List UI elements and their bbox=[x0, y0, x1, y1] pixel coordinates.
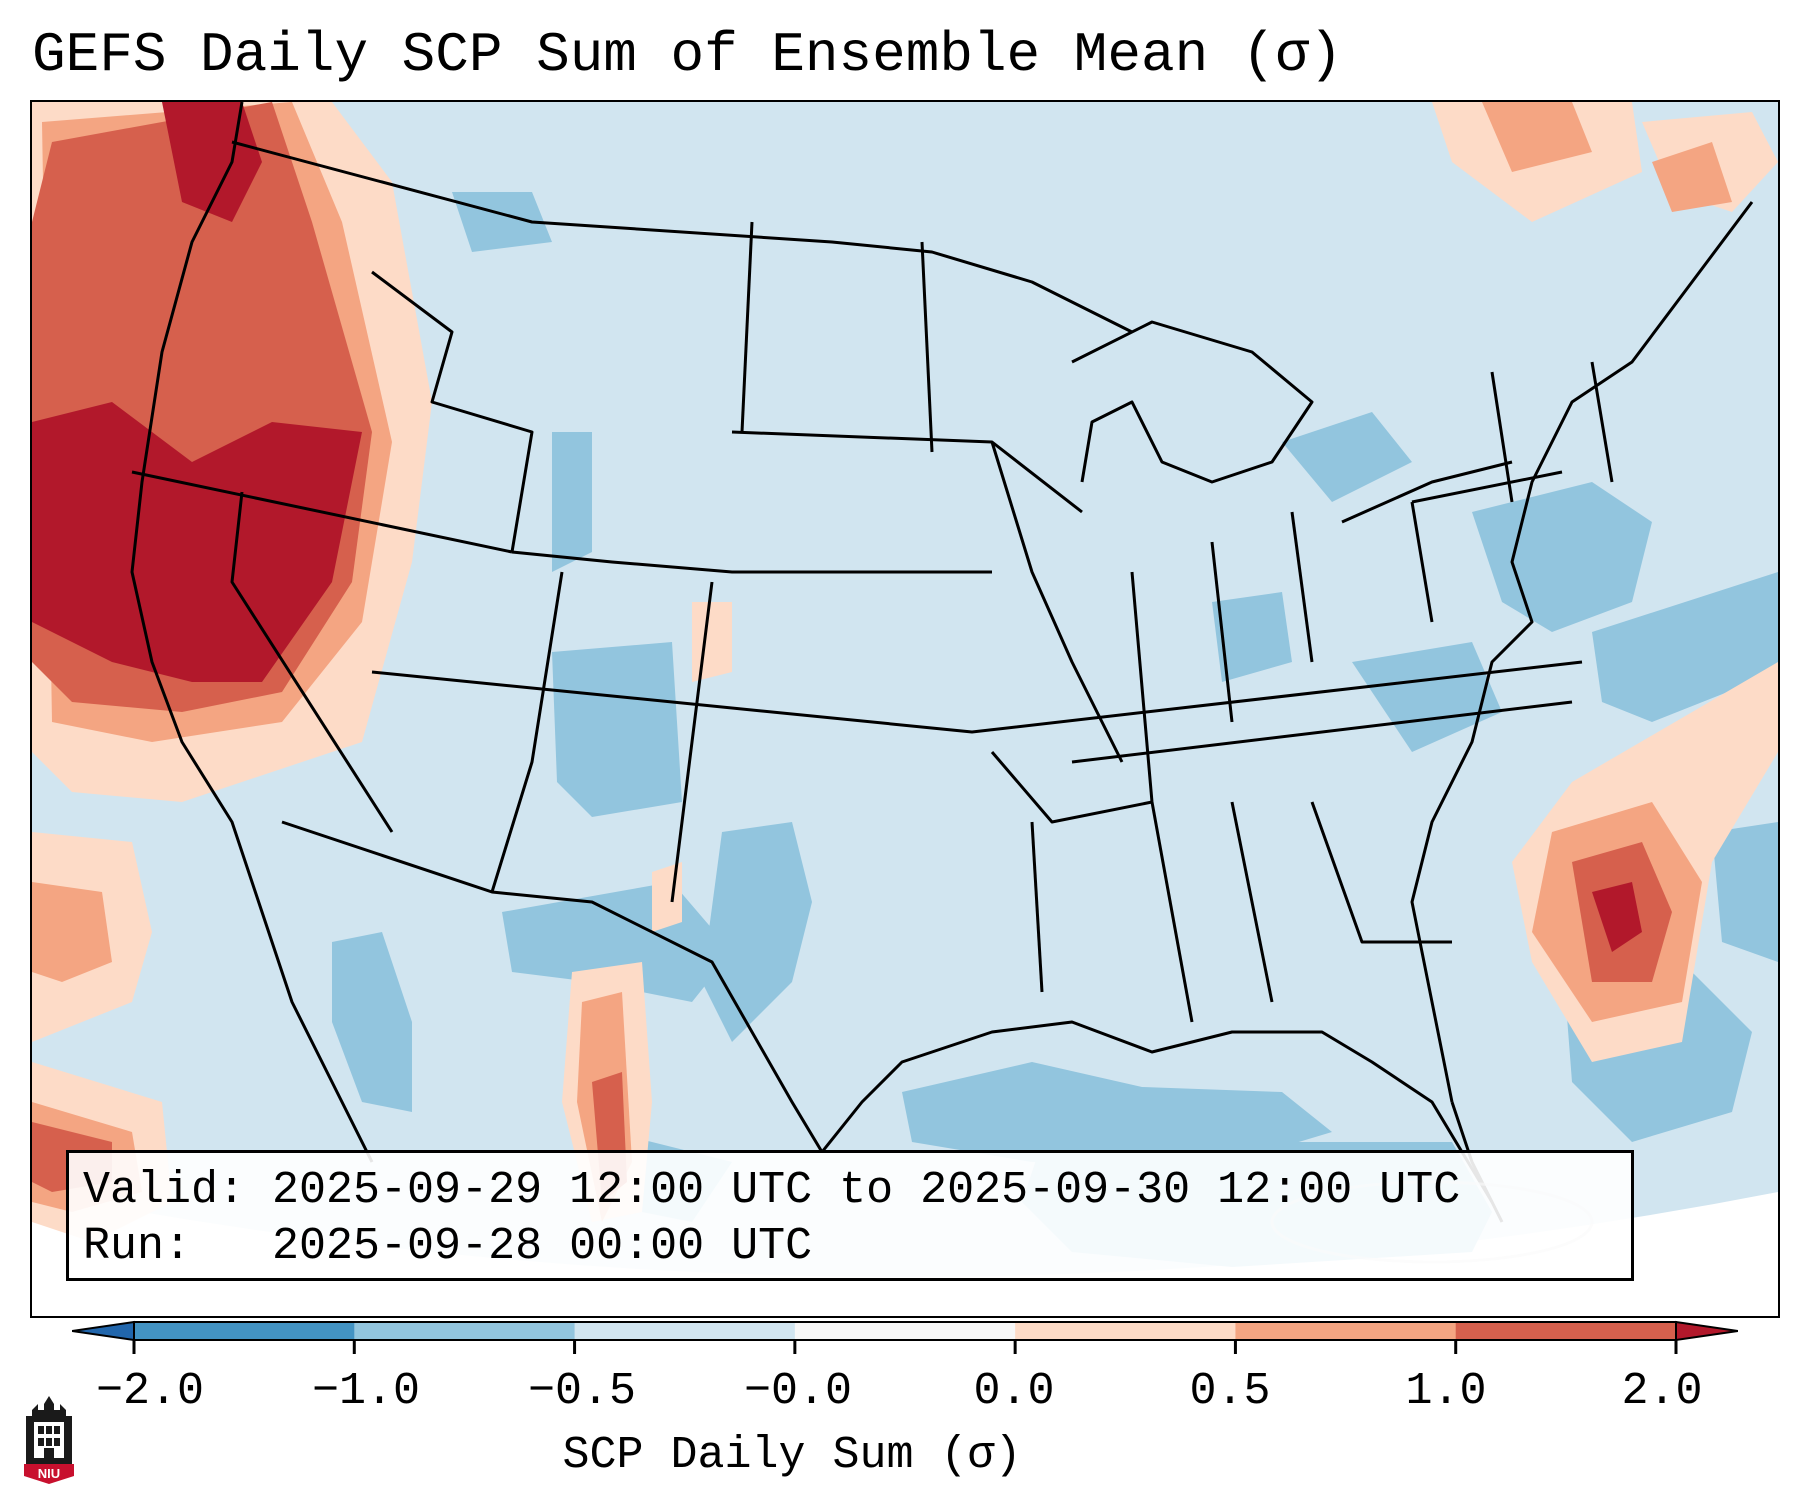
colorbar-tick-label: 0.0 bbox=[973, 1366, 1055, 1417]
map-boundaries bbox=[130, 102, 1754, 1223]
run-line: Run: 2025-09-28 00:00 UTC bbox=[83, 1221, 813, 1272]
colorbar-tick-label: −2.0 bbox=[95, 1366, 205, 1417]
colorbar-segment bbox=[574, 1322, 796, 1340]
map-canvas[interactable] bbox=[32, 102, 1778, 1316]
svg-text:NIU: NIU bbox=[38, 1466, 60, 1481]
colorbar-tick-label: −1.0 bbox=[311, 1366, 421, 1417]
colorbar bbox=[72, 1320, 1738, 1354]
colorbar-extend-high bbox=[1675, 1320, 1738, 1342]
colorbar-tick-label: −0.5 bbox=[527, 1366, 637, 1417]
map-panel[interactable] bbox=[30, 100, 1780, 1318]
projection-domain bbox=[32, 102, 1778, 1277]
valid-line: Valid: 2025-09-29 12:00 UTC to 2025-09-3… bbox=[83, 1165, 1461, 1216]
colorbar-tick-label: 1.0 bbox=[1405, 1366, 1487, 1417]
colorbar-segment bbox=[1235, 1322, 1457, 1340]
page-title: GEFS Daily SCP Sum of Ensemble Mean (σ) bbox=[32, 23, 1343, 87]
colorbar-segment bbox=[354, 1322, 576, 1340]
colorbar-tick-label: −0.0 bbox=[743, 1366, 853, 1417]
colorbar-extend-low bbox=[72, 1320, 135, 1342]
colorbar-tick-label: 2.0 bbox=[1621, 1366, 1703, 1417]
colorbar-label: SCP Daily Sum (σ) bbox=[562, 1430, 1022, 1481]
niu-logo-icon: NIU bbox=[24, 1396, 74, 1484]
colorbar-segment bbox=[134, 1322, 355, 1340]
colorbar-segment bbox=[794, 1322, 1016, 1340]
colorbar-tick-label: 0.5 bbox=[1189, 1366, 1271, 1417]
valid-time-box: Valid: 2025-09-29 12:00 UTC to 2025-09-3… bbox=[66, 1150, 1634, 1281]
colorbar-segment bbox=[1455, 1322, 1677, 1340]
colorbar-segment bbox=[1015, 1322, 1236, 1340]
